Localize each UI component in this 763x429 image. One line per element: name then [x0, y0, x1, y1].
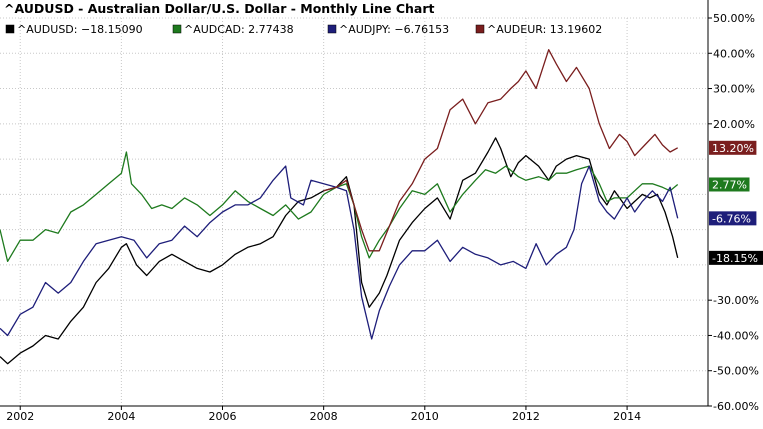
- chart-title: ^AUDUSD - Australian Dollar/U.S. Dollar …: [4, 1, 435, 16]
- end-value-box-audusd: [709, 250, 763, 265]
- legend-label-audusd: ^AUDUSD: −18.15090: [17, 23, 143, 36]
- y-tick-label: 50.00%: [713, 12, 755, 25]
- legend-label-audjpy: ^AUDJPY: −6.76153: [339, 23, 449, 36]
- y-tick-label: 20.00%: [713, 118, 755, 131]
- x-tick-label: 2010: [411, 410, 439, 423]
- end-value-label-audcad: 2.77%: [712, 178, 747, 191]
- legend-swatch-audusd: [5, 24, 15, 34]
- end-value-label-audusd: -18.15%: [712, 252, 758, 265]
- x-tick-label: 2004: [107, 410, 135, 423]
- end-value-box-audeur: [709, 140, 757, 155]
- y-tick-label: -50.00%: [713, 365, 759, 378]
- x-tick-label: 2006: [209, 410, 237, 423]
- series-line-audcad: [0, 151, 679, 263]
- end-value-label-audjpy: -6.76%: [712, 212, 751, 225]
- x-tick-label: 2014: [613, 410, 641, 423]
- x-tick-label: 2008: [310, 410, 338, 423]
- legend-label-audcad: ^AUDCAD: 2.77438: [184, 23, 294, 36]
- end-value-box-audcad: [709, 177, 750, 192]
- y-tick-label: 30.00%: [713, 83, 755, 96]
- legend-swatch-audcad: [172, 24, 182, 34]
- legend-swatch-audjpy: [327, 24, 337, 34]
- legend-label-audeur: ^AUDEUR: 13.19602: [487, 23, 602, 36]
- series-line-audeur: [323, 49, 679, 252]
- end-value-box-audjpy: [709, 211, 757, 226]
- end-value-label-audeur: 13.20%: [712, 142, 754, 155]
- x-tick-label: 2012: [512, 410, 540, 423]
- y-tick-label: -30.00%: [713, 294, 759, 307]
- y-tick-label: -40.00%: [713, 329, 759, 342]
- series-line-audusd: [0, 137, 679, 365]
- y-tick-label: 40.00%: [713, 47, 755, 60]
- series-line-audjpy: [0, 165, 679, 340]
- x-tick-label: 2002: [6, 410, 34, 423]
- y-tick-label: -60.00%: [713, 400, 759, 413]
- legend-swatch-audeur: [475, 24, 485, 34]
